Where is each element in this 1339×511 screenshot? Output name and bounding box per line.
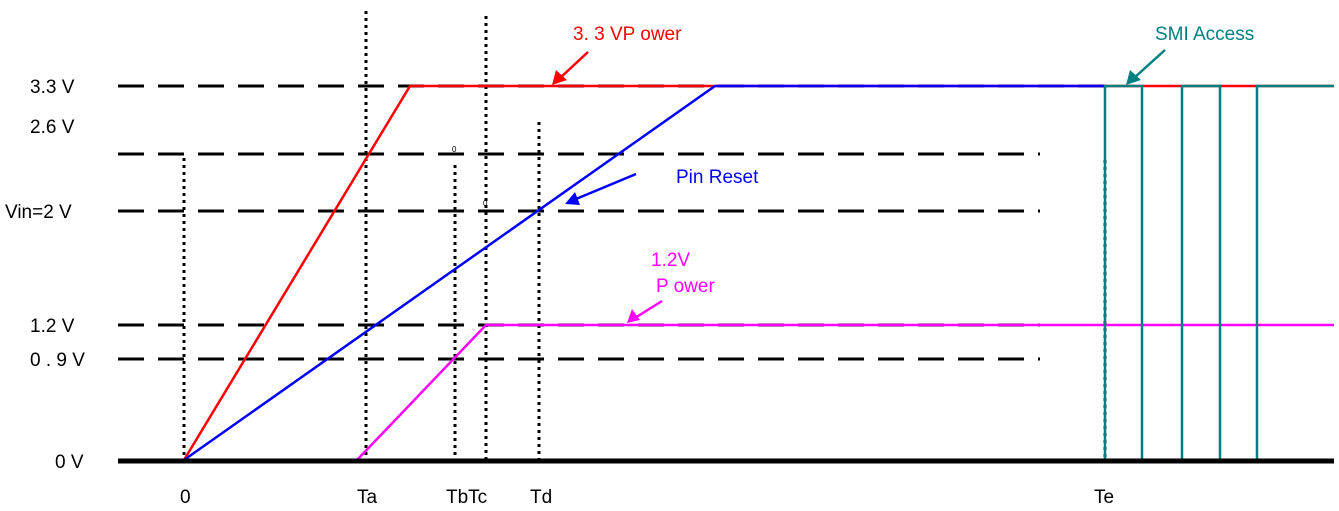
arrow-power33	[552, 51, 589, 85]
label-te: Te	[1094, 487, 1114, 508]
power-1v2-trace	[356, 323, 1334, 461]
label-power12-line2: P ower	[656, 276, 715, 297]
label-2v6: 2.6 V	[30, 117, 75, 138]
smi-access-trace	[1103, 84, 1334, 463]
label-vin: Vin=2 V	[5, 202, 72, 223]
pin-reset-trace	[183, 84, 1105, 462]
label-t0: 0	[180, 487, 191, 508]
label-3v3: 3.3 V	[30, 77, 75, 98]
label-smi: SMI Access	[1155, 24, 1254, 45]
voltage-guides	[118, 84, 1105, 361]
label-tbtc: TbTc	[446, 487, 487, 508]
time-markers	[182, 11, 1107, 461]
label-0v9: 0 . 9 V	[30, 350, 85, 371]
label-power12-line1: 1.2V	[651, 250, 690, 271]
label-ta: Ta	[357, 487, 378, 508]
label-0v: 0 V	[55, 452, 84, 473]
label-1v2: 1.2 V	[30, 316, 75, 337]
tiny-mark-tb: 0	[452, 145, 457, 154]
arrow-power12	[627, 299, 663, 323]
label-power33: 3. 3 VP ower	[573, 24, 682, 45]
label-td: Td	[530, 487, 552, 508]
arrow-smi	[1126, 49, 1166, 85]
arrow-pin-reset	[565, 172, 637, 205]
label-pin-reset: Pin Reset	[676, 167, 759, 188]
tiny-mark-tc: 0	[483, 199, 488, 208]
power-3v3-trace	[182, 84, 1334, 461]
